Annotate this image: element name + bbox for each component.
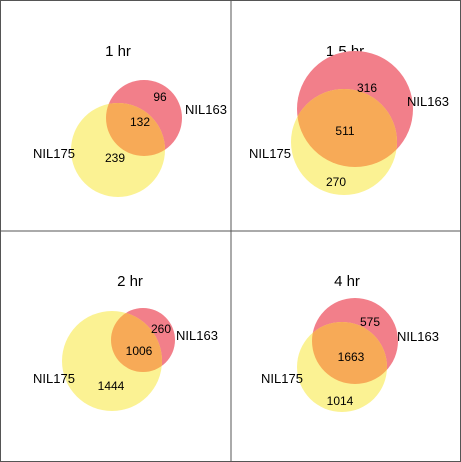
set-label-nil175: NIL175: [261, 371, 303, 386]
set-label-nil163: NIL163: [185, 102, 227, 117]
panel-title: 1 hr: [105, 43, 131, 60]
count-nil163-only: 575: [360, 315, 380, 329]
overlap-region: [297, 89, 397, 167]
venn-panel-1hr: 1 hr NIL163 NIL175 96 132 239: [33, 43, 227, 197]
set-label-nil175: NIL175: [33, 371, 75, 386]
count-overlap: 1006: [126, 344, 153, 358]
set-label-nil175: NIL175: [249, 146, 291, 161]
count-nil175-only: 270: [326, 175, 346, 189]
venn-panel-1-5hr: 1.5 hr NIL163 NIL175 316 511 270: [249, 43, 449, 195]
set-label-nil163: NIL163: [397, 329, 439, 344]
count-overlap: 1663: [338, 350, 365, 364]
venn-panel-2hr: 2 hr NIL163 NIL175 260 1006 1444: [33, 273, 218, 411]
count-nil175-only: 1444: [98, 379, 125, 393]
set-label-nil163: NIL163: [407, 94, 449, 109]
set-label-nil175: NIL175: [33, 146, 75, 161]
count-nil163-only: 260: [151, 322, 171, 336]
count-nil175-only: 239: [105, 151, 125, 165]
count-nil175-only: 1014: [327, 394, 354, 408]
panel-title: 2 hr: [117, 273, 143, 290]
venn-panel-4hr: 4 hr NIL163 NIL175 575 1663 1014: [261, 273, 439, 412]
panel-title: 4 hr: [334, 273, 360, 290]
set-label-nil163: NIL163: [176, 328, 218, 343]
count-overlap: 132: [130, 115, 150, 129]
count-nil163-only: 96: [153, 90, 167, 104]
count-overlap: 511: [335, 124, 354, 138]
count-nil163-only: 316: [357, 81, 377, 95]
overlap-region: [312, 322, 387, 384]
